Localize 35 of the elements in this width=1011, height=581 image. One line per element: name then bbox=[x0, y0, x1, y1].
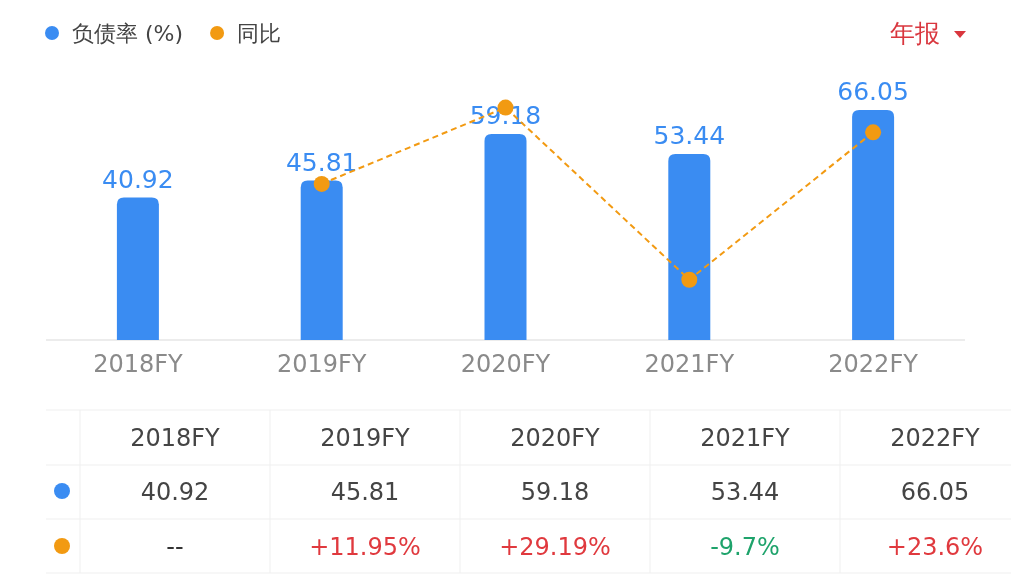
point bbox=[681, 271, 698, 288]
text: -- bbox=[166, 533, 184, 561]
bar bbox=[852, 110, 895, 340]
data-label: +29.19% bbox=[499, 533, 611, 561]
x-tick-label: 2022FY bbox=[828, 350, 919, 378]
data-label: +23.6% bbox=[886, 533, 984, 561]
x-tick-label: 2020FY bbox=[460, 350, 551, 378]
legend-label: 负债率 (%) bbox=[72, 21, 184, 46]
category-label: 2022FY bbox=[890, 424, 980, 452]
category-label: 2019FY bbox=[320, 424, 410, 452]
data-label: -9.7% bbox=[710, 533, 780, 561]
point bbox=[865, 124, 882, 141]
bar bbox=[484, 134, 527, 340]
bar bbox=[116, 197, 159, 340]
category-label: 2021FY bbox=[700, 424, 790, 452]
data-label: 45.81 bbox=[285, 147, 358, 177]
data-label: 40.92 bbox=[102, 164, 174, 194]
data-label: +11.95% bbox=[309, 533, 421, 561]
text: 53.44 bbox=[710, 478, 780, 506]
category-label: 2018FY bbox=[130, 424, 220, 452]
data-label: 66.05 bbox=[837, 77, 909, 107]
text: 45.81 bbox=[330, 478, 400, 506]
point bbox=[313, 175, 330, 192]
data-label: 53.44 bbox=[653, 121, 726, 150]
text: 59.18 bbox=[520, 478, 590, 506]
x-tick-label: 2018FY bbox=[93, 350, 184, 378]
text: 年报 bbox=[890, 19, 940, 48]
legend-label: 同比 bbox=[237, 21, 282, 46]
x-tick-label: 2021FY bbox=[644, 350, 735, 378]
text: 40.92 bbox=[140, 478, 210, 506]
bar bbox=[300, 180, 343, 340]
category-label: 2020FY bbox=[510, 424, 600, 452]
text: 66.05 bbox=[900, 478, 970, 506]
bar bbox=[668, 154, 711, 340]
x-tick-label: 2019FY bbox=[276, 350, 367, 378]
